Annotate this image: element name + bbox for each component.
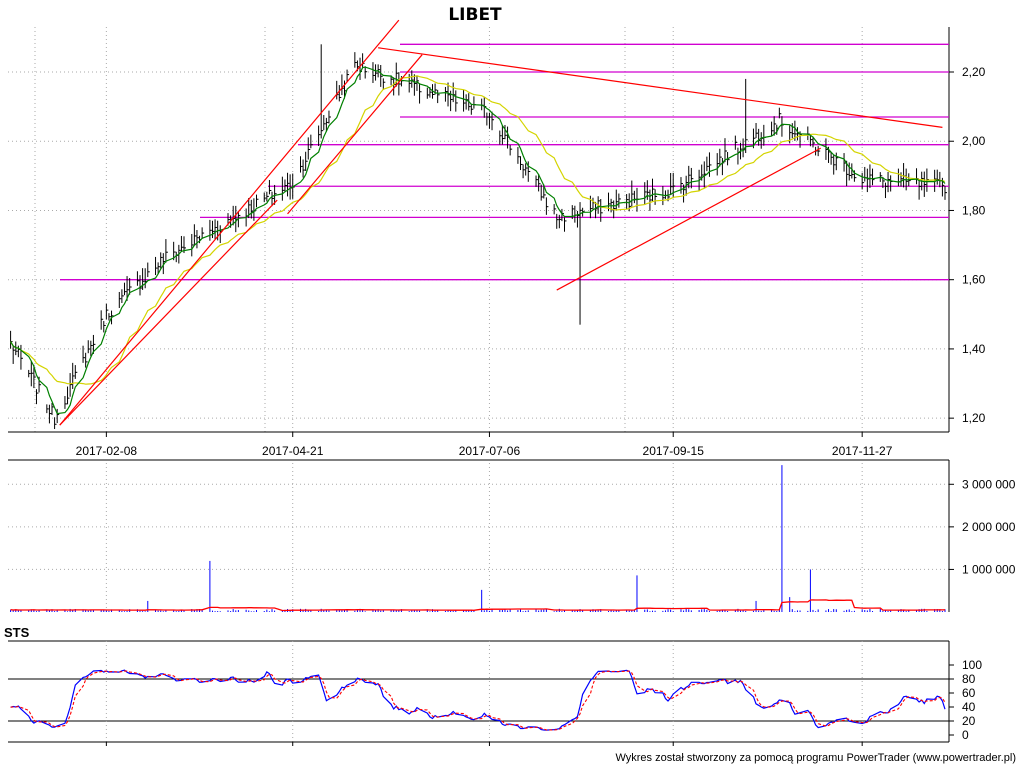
moving-average-short <box>10 66 946 415</box>
price-tick-label-4: 2,00 <box>962 134 986 148</box>
price-tick-label-3: 1,80 <box>962 203 986 217</box>
footer-text: Wykres został stworzony za pomocą progra… <box>615 752 1016 764</box>
x-tick-label-0: 2017-02-08 <box>76 444 138 458</box>
sts-line-d <box>10 670 946 731</box>
volume-panel: 1 000 000 2 000 000 3 000 000 <box>8 459 1016 612</box>
trend-line-1 <box>59 19 400 426</box>
sts-tick-label-0: 0 <box>962 728 969 742</box>
sts-tick-label-5: 100 <box>962 658 982 672</box>
sts-tick-label-4: 80 <box>962 672 976 686</box>
sts-label: STS <box>4 625 30 640</box>
volume-tick-label-1: 2 000 000 <box>962 520 1016 534</box>
trend-line-3 <box>378 47 943 128</box>
chart-title: LIBET <box>448 5 502 25</box>
price-tick-label-0: 1,20 <box>962 411 986 425</box>
x-tick-label-4: 2017-11-27 <box>832 444 893 458</box>
trend-line-4 <box>556 147 822 291</box>
x-tick-label-3: 2017-09-15 <box>643 444 705 458</box>
trend-line-0 <box>59 199 278 426</box>
sts-tick-label-2: 40 <box>962 700 976 714</box>
volume-tick-label-2: 3 000 000 <box>962 477 1016 491</box>
moving-average-long <box>10 75 946 385</box>
x-tick-label-2: 2017-07-06 <box>459 444 521 458</box>
price-panel: 1,20 1,40 1,60 1,80 2,00 2,20 2017-02-08 2017-0… <box>8 19 986 458</box>
price-tick-label-2: 1,60 <box>962 273 986 287</box>
sts-tick-label-1: 20 <box>962 714 976 728</box>
trend-line-2 <box>287 54 423 215</box>
x-tick-label-1: 2017-04-21 <box>262 444 324 458</box>
volume-average-line <box>10 599 946 612</box>
sts-tick-label-3: 60 <box>962 686 976 700</box>
volume-tick-label-0: 1 000 000 <box>962 562 1016 576</box>
price-tick-label-1: 1,40 <box>962 342 986 356</box>
price-tick-label-5: 2,20 <box>962 65 986 79</box>
